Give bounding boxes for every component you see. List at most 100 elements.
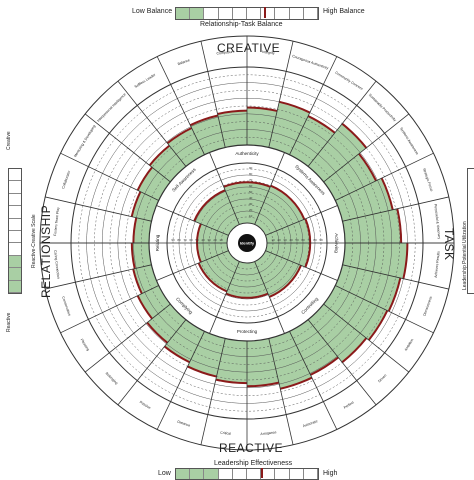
outer-divider xyxy=(200,338,226,445)
scale-cell xyxy=(204,8,219,19)
inner-divider xyxy=(265,250,338,281)
scale-cell xyxy=(261,8,276,19)
outer-divider xyxy=(342,196,449,222)
inner-bar xyxy=(226,261,268,298)
ring-tick-label: 40 xyxy=(249,196,253,200)
ring-tick-label: 90 xyxy=(171,238,175,242)
inner-divider xyxy=(209,261,240,334)
reactive-creative-scale xyxy=(8,168,22,294)
inner-dimension-label: Protecting xyxy=(237,329,258,334)
outer-divider xyxy=(335,152,434,201)
scale-cell xyxy=(9,169,21,182)
scale-cell xyxy=(233,8,247,19)
ring-tick-label: 10 xyxy=(271,238,275,242)
scale-cell xyxy=(275,8,290,19)
outer-dimension-label: Fosters Team Play xyxy=(53,207,60,236)
inner-bar xyxy=(254,185,305,236)
outer-divider xyxy=(268,338,294,445)
outer-divider xyxy=(117,80,187,167)
inner-divider xyxy=(156,205,229,236)
outer-bar xyxy=(308,123,367,182)
quadrant-label-creative: CREATIVE xyxy=(217,41,281,55)
outer-bar xyxy=(323,153,377,201)
outer-dimension-label: Pleasing xyxy=(80,338,91,352)
inner-divider xyxy=(156,250,229,281)
outer-bar xyxy=(247,338,279,387)
ring-tick-label: 30 xyxy=(207,238,211,242)
center-disc xyxy=(238,234,256,252)
scale-cell xyxy=(9,206,21,219)
outer-divider xyxy=(289,331,338,430)
ring-tick-label: 50 xyxy=(249,190,253,194)
outer-dimension-label: Balance xyxy=(177,58,190,66)
ring-tick-label: 70 xyxy=(183,238,187,242)
scale-cell xyxy=(290,8,304,19)
ring-tick-label: 20 xyxy=(213,238,217,242)
outer-divider xyxy=(342,264,449,290)
scale-cell xyxy=(233,469,247,479)
outer-dimension-label: Critical xyxy=(220,431,231,436)
outer-dimension-label: Conservative xyxy=(61,296,72,317)
center-label: Identify xyxy=(240,241,255,246)
outer-bar xyxy=(149,145,186,182)
inner-dimension-label: Authenticity xyxy=(235,151,259,156)
leadership-effectiveness-scale xyxy=(175,468,319,480)
inner-bar xyxy=(198,250,240,292)
scale-cell xyxy=(9,231,21,244)
outer-bar xyxy=(268,331,312,389)
inner-divider xyxy=(265,205,338,236)
inner-divider xyxy=(254,152,285,225)
outer-dimension-label: Ambition xyxy=(404,338,415,352)
leadership-potential-scale xyxy=(467,168,474,294)
outer-divider xyxy=(307,80,377,167)
scale-cell xyxy=(9,268,21,281)
inner-divider xyxy=(254,261,285,334)
outer-bar xyxy=(131,243,152,269)
ring-tick-label: 80 xyxy=(313,238,317,242)
outer-dimension-label: Decisiveness xyxy=(422,296,433,317)
inner-marker xyxy=(268,264,302,298)
scale-cell xyxy=(247,8,262,19)
inner-marker xyxy=(225,292,269,299)
outer-divider xyxy=(289,56,338,155)
outer-dimension-label: Composure xyxy=(216,50,234,56)
top-scale-caption: Relationship-Task Balance xyxy=(200,21,283,28)
scale-cell xyxy=(9,194,21,207)
outer-divider xyxy=(323,303,410,373)
ring-tick-label: 70 xyxy=(249,178,253,182)
scale-cell xyxy=(190,469,205,479)
outer-divider xyxy=(307,319,377,406)
outer-dimension-label: Distance xyxy=(177,420,191,428)
ring-tick-label: 40 xyxy=(289,238,293,242)
ring-tick-label: 20 xyxy=(249,208,253,212)
ring-tick-label: 80 xyxy=(177,238,181,242)
scale-cell xyxy=(176,8,191,19)
outer-dimension-label: Arrogance xyxy=(260,430,277,436)
outer-dimension-label: Purposeful & Visionary xyxy=(433,204,441,240)
quadrant-label-task: TASK xyxy=(442,228,456,261)
outer-divider xyxy=(268,41,294,148)
inner-divider xyxy=(209,152,240,225)
ring-tick-label: 10 xyxy=(249,214,253,218)
scale-cell xyxy=(9,255,21,269)
outer-bar xyxy=(335,264,401,312)
outer-divider xyxy=(323,113,410,183)
scale-cell xyxy=(261,469,276,479)
outer-dimension-label: Caring Connection xyxy=(53,250,60,279)
inner-marker xyxy=(193,189,226,222)
scale-cell xyxy=(9,181,21,194)
outer-divider xyxy=(335,285,434,334)
outer-bar xyxy=(217,110,247,148)
scale-cell xyxy=(247,469,262,479)
outer-divider xyxy=(45,196,152,222)
ring-tick-label: 30 xyxy=(283,238,287,242)
scale-cell xyxy=(176,469,191,479)
ring-tick-label: 10 xyxy=(219,238,223,242)
outer-divider xyxy=(84,113,171,183)
quadrant-label-reactive: REACTIVE xyxy=(219,441,284,455)
bottom-scale-high-label: High xyxy=(323,470,338,477)
bottom-scale-low-label: Low xyxy=(158,470,171,477)
inner-bar xyxy=(254,250,301,297)
